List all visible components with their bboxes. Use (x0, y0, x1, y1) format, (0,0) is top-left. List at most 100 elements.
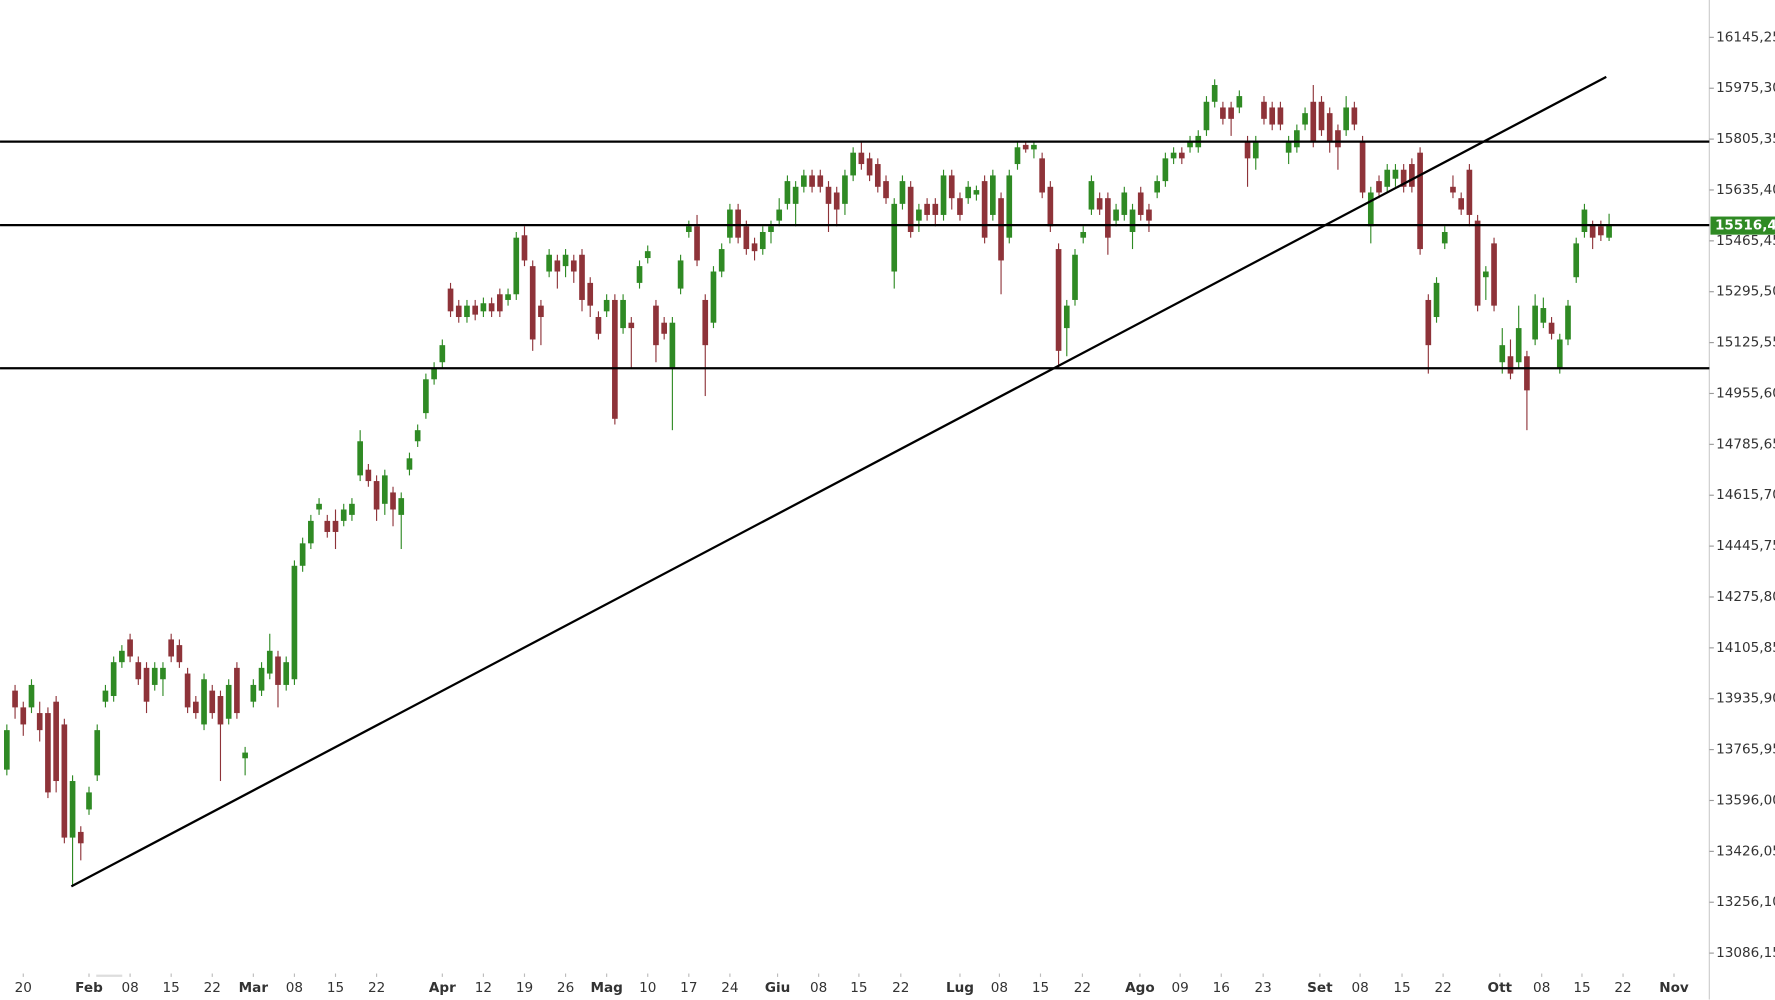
candle-body (899, 181, 906, 204)
candle-body (258, 667, 265, 691)
candle-body (1417, 152, 1423, 250)
candle-body (4, 730, 10, 770)
candle-body (685, 226, 692, 233)
candle-body (842, 175, 848, 204)
candle-body (1285, 141, 1292, 153)
candle-body (1450, 186, 1456, 193)
x-tick-label: 22 (1074, 980, 1091, 996)
candle-body (119, 650, 125, 663)
candle-body (636, 266, 643, 283)
candle-body (538, 305, 544, 318)
candle-body (817, 175, 824, 187)
x-tick-label: 22 (1614, 980, 1631, 996)
candle-body (858, 152, 865, 165)
candle-body (587, 282, 594, 306)
x-tick-label: 15 (327, 980, 344, 996)
candle-body (1351, 107, 1358, 125)
candle-body (1236, 96, 1243, 108)
candle-body (948, 175, 955, 199)
candle-body (965, 186, 972, 199)
candle-body (447, 288, 454, 312)
candle-body (110, 662, 117, 697)
y-tick-label: 13086,15 (1716, 945, 1775, 961)
candle-body (1491, 243, 1497, 306)
candle-body (497, 294, 503, 312)
candle-body (768, 226, 774, 233)
candle-body (431, 367, 437, 380)
candle-body (916, 209, 922, 221)
x-tick-label: 15 (1573, 980, 1590, 996)
y-tick-label: 13935,90 (1716, 691, 1775, 707)
candle-body (1146, 209, 1152, 221)
candle-body (1310, 101, 1317, 142)
x-tick-label: 15 (850, 980, 867, 996)
candle-body (86, 792, 92, 810)
candle-body (1137, 192, 1144, 215)
candle-body (242, 752, 248, 759)
candle-body (801, 175, 807, 187)
candle-body (669, 322, 676, 368)
y-tick-label: 16145,25 (1716, 29, 1775, 45)
candle-body (562, 254, 569, 267)
candle-body (1548, 322, 1555, 334)
candle-body (324, 520, 331, 532)
candle-body (143, 667, 150, 702)
candle-body (1203, 101, 1210, 131)
candle-body (505, 294, 511, 300)
candle-body (291, 565, 298, 680)
candle-body (1540, 308, 1547, 323)
candle-body (1261, 101, 1267, 119)
candle-body (77, 831, 84, 844)
x-tick-label: 10 (639, 980, 656, 996)
candle-body (201, 679, 207, 725)
candle-body (1376, 181, 1382, 193)
candle-body (603, 299, 610, 312)
candle-body (1055, 249, 1062, 351)
candle-body (102, 690, 109, 702)
candle-body (891, 203, 898, 272)
candle-body (1211, 85, 1218, 102)
candle-body (1483, 271, 1489, 278)
candle-body (36, 713, 43, 731)
candle-body (1014, 147, 1021, 165)
x-tick-label: 09 (1172, 980, 1189, 996)
candle-body (1326, 113, 1333, 142)
candle-body (1499, 345, 1506, 363)
candle-body (1072, 254, 1078, 300)
candle-body (20, 707, 27, 725)
candle-body (480, 303, 487, 312)
candle-body (1252, 141, 1259, 159)
candle-body (1178, 152, 1185, 159)
candle-body (225, 684, 232, 719)
candle-body (373, 481, 380, 510)
x-tick-label: 24 (721, 980, 738, 996)
candle-body (932, 203, 939, 215)
candle-body (455, 305, 462, 318)
y-tick-label: 13256,10 (1716, 894, 1775, 910)
y-tick-label: 14105,85 (1716, 640, 1775, 656)
x-tick-label: 22 (892, 980, 909, 996)
candle-body (554, 260, 561, 272)
candle-body (1302, 113, 1308, 125)
candle-body (151, 667, 158, 685)
candle-body (398, 498, 405, 515)
candle-body (94, 730, 101, 776)
candle-body (1220, 107, 1226, 119)
x-tick-label: 23 (1255, 980, 1272, 996)
candle-body (727, 209, 733, 238)
candle-body (1335, 130, 1341, 148)
y-tick-label: 13765,95 (1716, 742, 1775, 758)
x-tick-label: 08 (1351, 980, 1368, 996)
candle-body (735, 209, 741, 238)
candle-body (61, 724, 68, 838)
candle-body (1088, 181, 1095, 210)
y-tick-label: 14445,75 (1716, 538, 1775, 554)
candle-body (973, 190, 980, 195)
x-tick-label: 08 (286, 980, 303, 996)
x-tick-label: 26 (557, 980, 574, 996)
candle-body (743, 226, 750, 250)
candle-body (28, 684, 35, 708)
x-tick-label: 19 (516, 980, 533, 996)
candle-body (850, 152, 856, 176)
candle-body (661, 322, 667, 334)
